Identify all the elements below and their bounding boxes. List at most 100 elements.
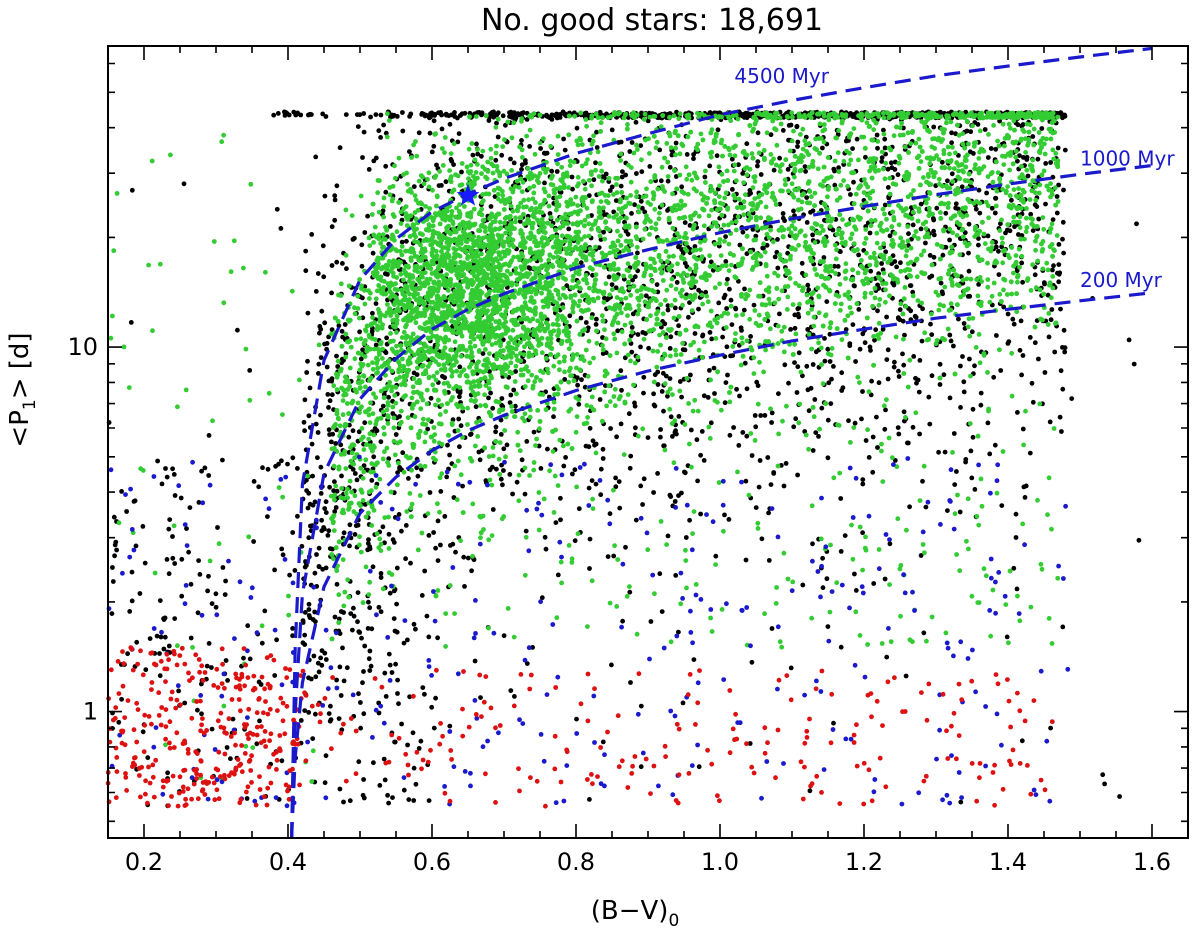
data-point [724, 306, 729, 311]
data-point [310, 736, 316, 741]
data-point [265, 466, 271, 472]
data-point [388, 224, 393, 229]
data-point [669, 303, 674, 308]
data-point [1058, 110, 1064, 115]
data-point [454, 497, 460, 503]
data-point [529, 372, 535, 378]
data-point [707, 330, 713, 335]
data-point [539, 595, 545, 601]
data-point [456, 416, 462, 422]
data-point [498, 476, 504, 482]
data-point [655, 349, 661, 354]
data-point [493, 157, 499, 163]
data-point [974, 199, 979, 204]
data-point [723, 259, 729, 264]
data-point [272, 673, 278, 678]
data-point [733, 331, 738, 336]
data-point [587, 797, 592, 802]
data-point [702, 174, 708, 180]
data-point [1062, 147, 1068, 153]
data-point [658, 178, 664, 184]
data-point [321, 274, 327, 280]
data-point [367, 243, 373, 249]
data-point [606, 176, 612, 181]
data-point [356, 759, 362, 765]
data-point [647, 164, 653, 169]
data-point [593, 322, 599, 327]
data-point [1027, 182, 1033, 188]
data-point [159, 481, 165, 487]
data-point [847, 341, 853, 346]
data-point [659, 609, 665, 614]
data-point [257, 718, 262, 724]
data-point [394, 601, 399, 607]
data-point [426, 634, 432, 640]
data-point [1100, 772, 1106, 778]
data-point [350, 627, 355, 633]
data-point [575, 203, 581, 208]
data-point [553, 520, 559, 525]
data-point [401, 787, 407, 793]
data-point [371, 240, 376, 245]
data-point [737, 242, 743, 248]
data-point [895, 172, 901, 178]
data-point [896, 431, 902, 437]
data-point [213, 604, 219, 610]
data-point [551, 399, 557, 405]
data-point [718, 253, 724, 258]
data-point [667, 376, 673, 381]
data-point [755, 163, 760, 169]
data-point [519, 457, 525, 463]
data-point [629, 325, 635, 330]
data-point [620, 618, 625, 624]
data-point [359, 635, 364, 641]
data-point [795, 144, 800, 149]
data-point [333, 505, 339, 510]
data-point [696, 347, 702, 353]
data-point [978, 390, 984, 396]
data-point [759, 536, 765, 542]
data-point [434, 203, 439, 209]
data-point [882, 145, 888, 151]
data-point [610, 319, 616, 325]
data-point [881, 270, 887, 276]
data-point [326, 378, 332, 384]
data-point [634, 244, 640, 250]
data-point [960, 354, 965, 359]
data-point [646, 345, 651, 351]
data-point [591, 177, 597, 183]
data-point [562, 377, 568, 382]
data-point [942, 284, 948, 290]
data-point [725, 372, 730, 378]
data-point [673, 174, 679, 179]
data-point [618, 368, 624, 374]
data-point [584, 123, 589, 129]
data-point [111, 514, 117, 520]
data-point [667, 492, 673, 498]
data-point [503, 454, 508, 460]
data-point [721, 295, 727, 301]
data-point [318, 355, 324, 360]
data-point [999, 217, 1004, 223]
data-point [638, 703, 644, 709]
data-point [511, 387, 517, 393]
data-point [885, 166, 891, 172]
data-point [722, 195, 727, 201]
data-point [332, 217, 338, 223]
data-point [362, 420, 368, 426]
data-point [543, 546, 549, 552]
data-point [223, 658, 229, 663]
data-point [452, 110, 457, 115]
data-point [204, 663, 210, 669]
data-point [661, 443, 666, 449]
data-point [312, 570, 318, 576]
data-point [652, 260, 657, 266]
data-point [527, 473, 532, 478]
data-point [329, 263, 335, 268]
data-point [738, 325, 744, 331]
data-point [744, 386, 750, 392]
data-point [405, 742, 410, 748]
data-point [479, 112, 484, 118]
data-point [993, 146, 999, 152]
